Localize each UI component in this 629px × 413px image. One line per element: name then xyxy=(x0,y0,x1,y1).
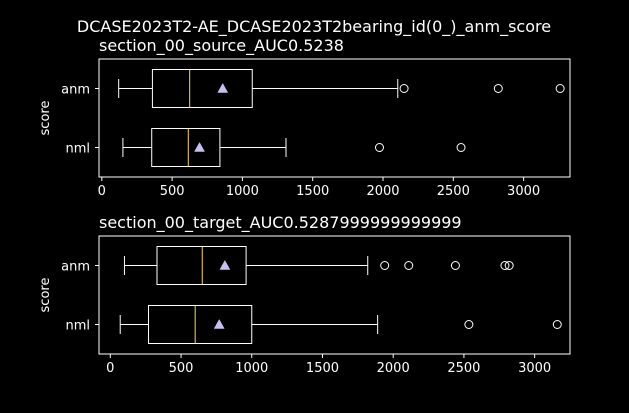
x-tick-label: 2000 xyxy=(366,184,399,199)
outlier-point xyxy=(555,84,565,93)
mean-marker xyxy=(213,318,225,329)
outlier-point xyxy=(380,261,390,270)
mean-marker xyxy=(219,259,231,270)
box-iqr xyxy=(148,305,253,344)
axes-frame xyxy=(98,235,571,355)
y-axis-label: score xyxy=(38,278,53,313)
x-tick-label: 0 xyxy=(106,361,114,376)
outlier-point xyxy=(464,320,474,329)
box-nml xyxy=(119,305,562,344)
axes-frame xyxy=(98,58,571,178)
box-iqr xyxy=(156,246,247,285)
outlier-point xyxy=(552,320,562,329)
outlier-point xyxy=(399,84,409,93)
box-nml xyxy=(122,128,466,167)
y-tick-label: anm xyxy=(61,260,90,275)
x-tick-label: 0 xyxy=(98,184,106,199)
x-tick-label: 3000 xyxy=(518,361,551,376)
x-tick-label: 1500 xyxy=(296,184,329,199)
x-tick-label: 500 xyxy=(169,361,194,376)
mean-marker xyxy=(194,141,205,152)
outlier-point xyxy=(404,261,414,270)
box-iqr xyxy=(151,69,253,108)
x-tick-label: 2500 xyxy=(437,184,470,199)
panel-title: section_00_source_AUC0.5238 xyxy=(99,36,344,56)
boxplot-panel-2: section_00_target_AUC0.5287999999999999s… xyxy=(38,213,571,376)
figure-suptitle: DCASE2023T2-AE_DCASE2023T2bearing_id(0_)… xyxy=(77,17,551,37)
y-tick-label: nml xyxy=(65,319,90,334)
panel-title: section_00_target_AUC0.5287999999999999 xyxy=(99,213,462,233)
x-tick-label: 500 xyxy=(160,184,185,199)
box-anm xyxy=(118,69,565,108)
x-tick-label: 3000 xyxy=(507,184,540,199)
x-tick-label: 1000 xyxy=(235,361,268,376)
x-tick-label: 1000 xyxy=(226,184,259,199)
box-anm xyxy=(123,246,514,285)
outlier-point xyxy=(500,261,510,270)
outlier-point xyxy=(374,143,384,152)
y-tick-label: anm xyxy=(61,83,90,98)
outlier-point xyxy=(456,143,466,152)
box-iqr xyxy=(151,128,221,167)
y-axis-label: score xyxy=(38,101,53,136)
outlier-point xyxy=(504,261,514,270)
y-tick-label: nml xyxy=(65,142,90,157)
mean-marker xyxy=(217,82,229,93)
x-tick-label: 1500 xyxy=(306,361,339,376)
outlier-point xyxy=(493,84,503,93)
x-tick-label: 2500 xyxy=(447,361,480,376)
outlier-point xyxy=(450,261,460,270)
x-tick-label: 2000 xyxy=(377,361,410,376)
